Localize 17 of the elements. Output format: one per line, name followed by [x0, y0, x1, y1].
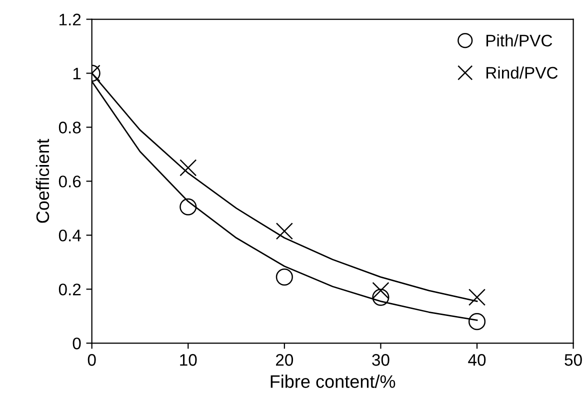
y-axis-title: Coefficient [36, 138, 50, 223]
x-tick-label: 0 [88, 354, 96, 366]
y-tick-label: 0.8 [58, 122, 81, 134]
legend-label: Pith/PVC [486, 34, 552, 47]
x-tick-label: 10 [180, 354, 197, 366]
x-axis-title: Fibre content/% [270, 374, 396, 388]
x-tick-label: 30 [372, 354, 390, 366]
y-tick-label: 1 [73, 68, 81, 80]
y-tick-label: 0.2 [58, 284, 81, 296]
y-tick-label: 0.6 [58, 176, 81, 188]
y-tick-label: 0.4 [58, 230, 81, 242]
legend-label: Rind/PVC [486, 66, 558, 79]
x-tick-label: 40 [468, 354, 486, 366]
x-tick-label: 20 [276, 354, 294, 366]
y-tick-label: 1.2 [60, 14, 81, 26]
x-tick-label: 50 [564, 354, 582, 366]
y-tick-label: 0 [72, 338, 81, 350]
